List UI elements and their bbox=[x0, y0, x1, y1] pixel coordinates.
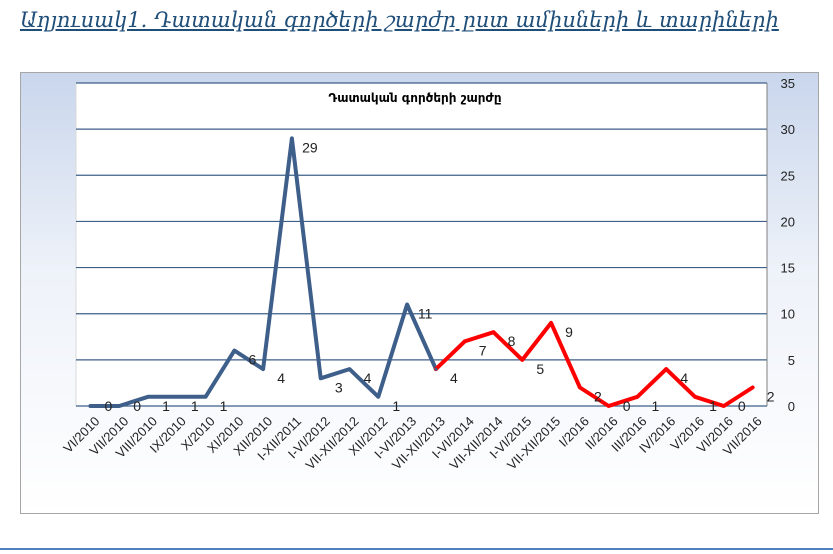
data-point bbox=[175, 395, 179, 399]
data-label: 1 bbox=[162, 398, 170, 414]
data-point bbox=[635, 395, 639, 399]
data-label: 8 bbox=[508, 333, 516, 349]
data-label: 29 bbox=[302, 139, 318, 155]
y-tick-label: 35 bbox=[781, 76, 795, 91]
y-tick-label: 15 bbox=[781, 261, 795, 276]
data-label: 5 bbox=[536, 361, 544, 377]
data-label: 3 bbox=[335, 379, 343, 395]
page-heading: Աղյուսակ1. Դատական գործերի շարժը ըստ ամի… bbox=[20, 8, 779, 32]
data-point bbox=[549, 321, 553, 325]
y-tick-label: 20 bbox=[781, 214, 795, 229]
data-point bbox=[607, 404, 611, 408]
data-label: 4 bbox=[277, 370, 285, 386]
data-label: 1 bbox=[392, 398, 400, 414]
data-point bbox=[117, 404, 121, 408]
data-label: 11 bbox=[418, 305, 433, 321]
data-point bbox=[664, 367, 668, 371]
data-point bbox=[146, 395, 150, 399]
data-point bbox=[434, 367, 438, 371]
data-point bbox=[693, 395, 697, 399]
y-tick-label: 0 bbox=[788, 399, 795, 414]
data-label: 7 bbox=[479, 342, 487, 358]
data-point bbox=[319, 376, 323, 380]
data-point bbox=[405, 302, 409, 306]
data-label: 0 bbox=[623, 398, 631, 414]
data-point bbox=[261, 367, 265, 371]
series-line-late bbox=[433, 320, 755, 408]
data-label: 0 bbox=[738, 398, 746, 414]
data-label: 4 bbox=[364, 370, 372, 386]
data-point bbox=[463, 339, 467, 343]
data-point bbox=[722, 404, 726, 408]
data-label: 1 bbox=[709, 398, 717, 414]
data-label: 1 bbox=[652, 398, 660, 414]
data-point bbox=[88, 404, 92, 408]
bottom-rule bbox=[0, 548, 833, 550]
data-label: 6 bbox=[248, 352, 256, 368]
data-label: 1 bbox=[191, 398, 199, 414]
data-label: 0 bbox=[133, 398, 141, 414]
data-label: 4 bbox=[680, 370, 688, 386]
data-label: 0 bbox=[104, 398, 112, 414]
data-point bbox=[348, 367, 352, 371]
data-point bbox=[491, 330, 495, 334]
data-point bbox=[578, 386, 582, 390]
y-tick-label: 10 bbox=[781, 307, 795, 322]
chart-title: Դատական գործերի շարժը bbox=[328, 91, 501, 105]
data-point bbox=[204, 395, 208, 399]
data-label: 9 bbox=[565, 324, 573, 340]
data-label: 1 bbox=[220, 398, 228, 414]
data-label: 4 bbox=[450, 370, 458, 386]
y-tick-label: 25 bbox=[781, 168, 795, 183]
y-tick-label: 30 bbox=[781, 122, 795, 137]
data-label: 2 bbox=[594, 389, 602, 405]
data-point bbox=[232, 349, 236, 353]
data-label: 2 bbox=[767, 389, 775, 405]
data-point bbox=[376, 395, 380, 399]
plot-area bbox=[75, 82, 768, 407]
y-tick-label: 5 bbox=[788, 353, 795, 368]
data-point bbox=[520, 358, 524, 362]
data-point bbox=[290, 136, 294, 140]
data-point bbox=[751, 386, 755, 390]
